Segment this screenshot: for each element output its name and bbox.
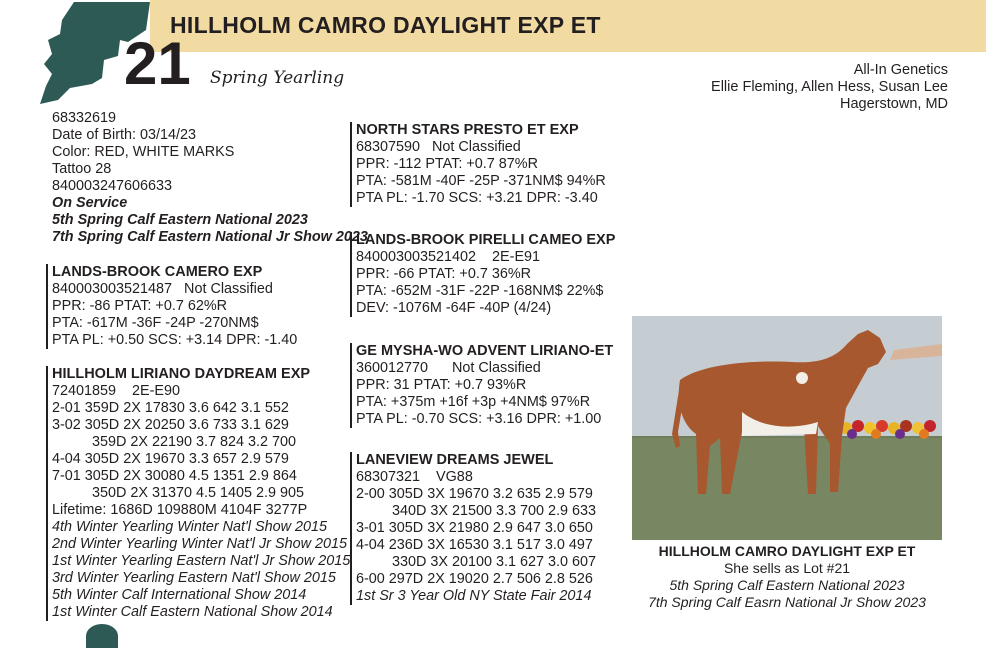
pedigree-line: PTA: +375m +16f +3p +4NM$ 97%R	[356, 394, 591, 410]
pedigree-name: LANDS-BROOK PIRELLI CAMEO EXP	[356, 232, 616, 248]
pedigree-line: 840003003521402 2E-E91	[356, 249, 541, 265]
caption-title: HILLHOLM CAMRO DAYLIGHT EXP ET	[658, 543, 916, 559]
sire-sire-section: NORTH STARS PRESTO ET EXP 68307590 Not C…	[350, 122, 606, 207]
granddam-line: 6-00 297D 2X 19020 2.7 506 2.8 526	[356, 571, 593, 587]
dam-line: Lifetime: 1686D 109880M 4104F 3277P	[52, 502, 308, 518]
animal-honor: 5th Spring Calf Eastern National 2023	[52, 212, 308, 228]
pedigree-name: NORTH STARS PRESTO ET EXP	[356, 122, 579, 138]
sire-name: LANDS-BROOK CAMERO EXP	[52, 264, 263, 280]
sire-line: 840003003521487 Not Classified	[52, 281, 273, 297]
pedigree-line: PTA: -581M -40F -25P -371NM$ 94%R	[356, 173, 606, 189]
granddam-line: 4-04 236D 3X 16530 3.1 517 3.0 497	[356, 537, 593, 553]
dam-section: HILLHOLM LIRIANO DAYDREAM EXP 72401859 2…	[46, 366, 350, 621]
sire-line: PTA PL: +0.50 SCS: +3.14 DPR: -1.40	[52, 332, 298, 348]
dam-line: 7-01 305D 2X 30080 4.5 1351 2.9 864	[52, 468, 297, 484]
animal-info: 68332619 Date of Birth: 03/14/23 Color: …	[52, 110, 368, 246]
service-status: On Service	[52, 195, 128, 211]
granddam-line: 3-01 305D 3X 21980 2.9 647 3.0 650	[356, 520, 593, 536]
dam-honor: 4th Winter Yearling Winter Nat'l Show 20…	[52, 519, 327, 535]
dam-honor: 5th Winter Calf International Show 2014	[52, 587, 307, 603]
photo-caption: HILLHOLM CAMRO DAYLIGHT EXP ET She sells…	[632, 543, 942, 611]
footer-map-fragment	[86, 624, 118, 648]
caption-sells: She sells as Lot #21	[723, 560, 851, 576]
sire-line: PTA: -617M -36F -24P -270NM$	[52, 315, 259, 331]
pedigree-line: PTA PL: -0.70 SCS: +3.16 DPR: +1.00	[356, 411, 602, 427]
dam-honor: 1st Winter Calf Eastern National Show 20…	[52, 604, 333, 620]
caption-honor: 7th Spring Calf Easrn National Jr Show 2…	[648, 594, 926, 610]
heifer-silhouette	[672, 330, 942, 494]
dam-line: 2-01 359D 2X 17830 3.6 642 3.1 552	[52, 400, 289, 416]
granddam-line: 330D 3X 20100 3.1 627 3.0 607	[356, 554, 597, 570]
state-map-logo	[40, 2, 150, 104]
granddam-line: 2-00 305D 3X 19670 3.2 635 2.9 579	[356, 486, 593, 502]
consignor-name: All-In Genetics	[853, 62, 948, 78]
consignor-block: All-In Genetics Ellie Fleming, Allen Hes…	[711, 62, 948, 113]
dam-line: 4-04 305D 2X 19670 3.3 657 2.9 579	[52, 451, 289, 467]
lot-name: HILLHOLM CAMRO DAYLIGHT EXP ET	[170, 12, 601, 38]
dam-honor: 2nd Winter Yearling Winter Nat'l Jr Show…	[52, 536, 347, 552]
dam-honor: 1st Winter Yearling Eastern Nat'l Jr Sho…	[52, 553, 351, 569]
consignor-owners: Ellie Fleming, Allen Hess, Susan Lee	[711, 79, 948, 95]
granddam-line: 340D 3X 21500 3.3 700 2.9 633	[356, 503, 597, 519]
dam-line: 350D 2X 31370 4.5 1405 2.9 905	[52, 485, 305, 501]
lot-number: 21	[124, 30, 191, 97]
date-of-birth: Date of Birth: 03/14/23	[52, 127, 196, 143]
granddam-line: 68307321 VG88	[356, 469, 473, 485]
sire-line: PPR: -86 PTAT: +0.7 62%R	[52, 298, 228, 314]
granddam-section: LANEVIEW DREAMS JEWEL 68307321 VG88 2-00…	[350, 452, 596, 605]
lot-class: Spring Yearling	[210, 68, 345, 88]
color: Color: RED, WHITE MARKS	[52, 144, 235, 160]
animal-honor: 7th Spring Calf Eastern National Jr Show…	[52, 229, 368, 245]
pedigree-line: PPR: -66 PTAT: +0.7 36%R	[356, 266, 532, 282]
pedigree-name: GE MYSHA-WO ADVENT LIRIANO-ET	[356, 343, 614, 359]
sire-dam-section: LANDS-BROOK PIRELLI CAMEO EXP 8400030035…	[350, 232, 615, 317]
sire-section: LANDS-BROOK CAMERO EXP 840003003521487 N…	[46, 264, 297, 349]
pedigree-line: PTA: -652M -31F -22P -168NM$ 22%$	[356, 283, 604, 299]
registration-number: 68332619	[52, 110, 117, 126]
dam-line: 359D 2X 22190 3.7 824 3.2 700	[52, 434, 297, 450]
header-banner	[150, 0, 986, 52]
pedigree-line: PPR: -112 PTAT: +0.7 87%R	[356, 156, 538, 172]
caption-honor: 5th Spring Calf Eastern National 2023	[669, 577, 905, 593]
pedigree-line: 360012770 Not Classified	[356, 360, 541, 376]
pedigree-line: PPR: 31 PTAT: +0.7 93%R	[356, 377, 527, 393]
flower-row	[840, 420, 936, 439]
pedigree-line: PTA PL: -1.70 SCS: +3.21 DPR: -3.40	[356, 190, 598, 206]
granddam-honor: 1st Sr 3 Year Old NY State Fair 2014	[356, 588, 592, 604]
rfid: 840003247606633	[52, 178, 173, 194]
dam-name: HILLHOLM LIRIANO DAYDREAM EXP	[52, 366, 311, 382]
dam-line: 3-02 305D 2X 20250 3.6 733 3.1 629	[52, 417, 289, 433]
dam-honor: 3rd Winter Yearling Eastern Nat'l Show 2…	[52, 570, 336, 586]
dam-sire-section: GE MYSHA-WO ADVENT LIRIANO-ET 360012770 …	[350, 343, 613, 428]
pedigree-line: DEV: -1076M -64F -40P (4/24)	[356, 300, 552, 316]
pedigree-line: 68307590 Not Classified	[356, 139, 521, 155]
dam-line: 72401859 2E-E90	[52, 383, 181, 399]
consignor-location: Hagerstown, MD	[840, 96, 948, 112]
tattoo: Tattoo 28	[52, 161, 112, 177]
heifer-photo	[632, 316, 942, 540]
granddam-name: LANEVIEW DREAMS JEWEL	[356, 452, 554, 468]
